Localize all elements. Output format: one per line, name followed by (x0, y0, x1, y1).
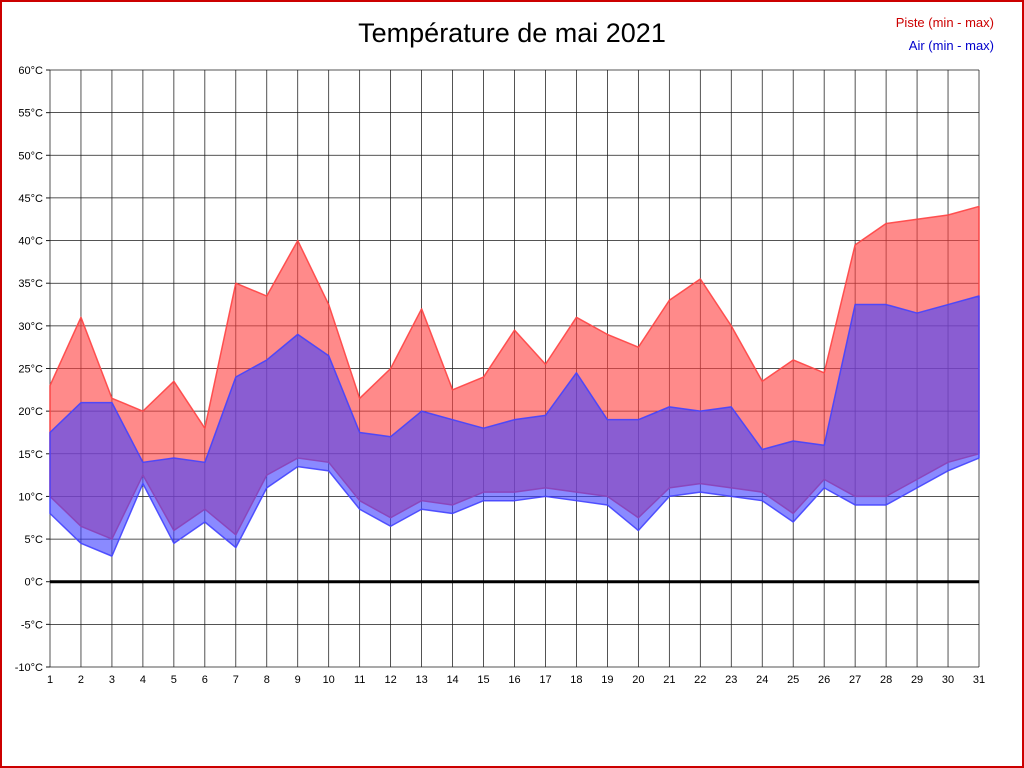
svg-text:2: 2 (78, 674, 84, 686)
legend-air: Air (min - max) (908, 38, 994, 54)
svg-text:55°C: 55°C (18, 108, 43, 120)
svg-text:7: 7 (233, 674, 239, 686)
legend-piste: Piste (min - max) (895, 15, 994, 30)
svg-text:8: 8 (264, 674, 270, 686)
svg-text:30: 30 (942, 674, 954, 686)
svg-text:25°C: 25°C (18, 364, 43, 376)
svg-text:18: 18 (570, 674, 582, 686)
svg-text:-5°C: -5°C (21, 619, 43, 631)
svg-text:31: 31 (973, 674, 985, 686)
svg-text:15: 15 (477, 674, 489, 686)
chart-title: Température de mai 2021 (358, 18, 666, 48)
svg-text:22: 22 (694, 674, 706, 686)
svg-text:40°C: 40°C (18, 236, 43, 248)
svg-text:30°C: 30°C (18, 321, 43, 333)
svg-text:5°C: 5°C (25, 534, 44, 546)
svg-text:10: 10 (323, 674, 335, 686)
svg-text:6: 6 (202, 674, 208, 686)
svg-text:23: 23 (725, 674, 737, 686)
svg-text:28: 28 (880, 674, 892, 686)
svg-text:14: 14 (446, 674, 458, 686)
svg-text:15°C: 15°C (18, 449, 43, 461)
svg-text:10°C: 10°C (18, 491, 43, 503)
svg-text:50°C: 50°C (18, 150, 43, 162)
svg-text:29: 29 (911, 674, 923, 686)
svg-text:24: 24 (756, 674, 768, 686)
svg-text:60°C: 60°C (18, 65, 43, 77)
svg-text:25: 25 (787, 674, 799, 686)
svg-text:9: 9 (295, 674, 301, 686)
legend: Piste (min - max) Air (min - max) (896, 11, 994, 58)
svg-text:5: 5 (171, 674, 177, 686)
svg-text:3: 3 (109, 674, 115, 686)
svg-text:1: 1 (47, 674, 53, 686)
svg-text:45°C: 45°C (18, 193, 43, 205)
svg-text:26: 26 (818, 674, 830, 686)
svg-text:21: 21 (663, 674, 675, 686)
svg-text:20: 20 (632, 674, 644, 686)
svg-text:20°C: 20°C (18, 406, 43, 418)
svg-text:4: 4 (140, 674, 146, 686)
svg-text:19: 19 (601, 674, 613, 686)
svg-text:17: 17 (539, 674, 551, 686)
svg-text:12: 12 (385, 674, 397, 686)
svg-text:35°C: 35°C (18, 278, 43, 290)
svg-text:11: 11 (354, 674, 365, 686)
svg-text:-10°C: -10°C (15, 662, 43, 674)
svg-text:13: 13 (415, 674, 427, 686)
svg-text:0°C: 0°C (25, 577, 44, 589)
svg-text:16: 16 (508, 674, 520, 686)
svg-text:27: 27 (849, 674, 861, 686)
